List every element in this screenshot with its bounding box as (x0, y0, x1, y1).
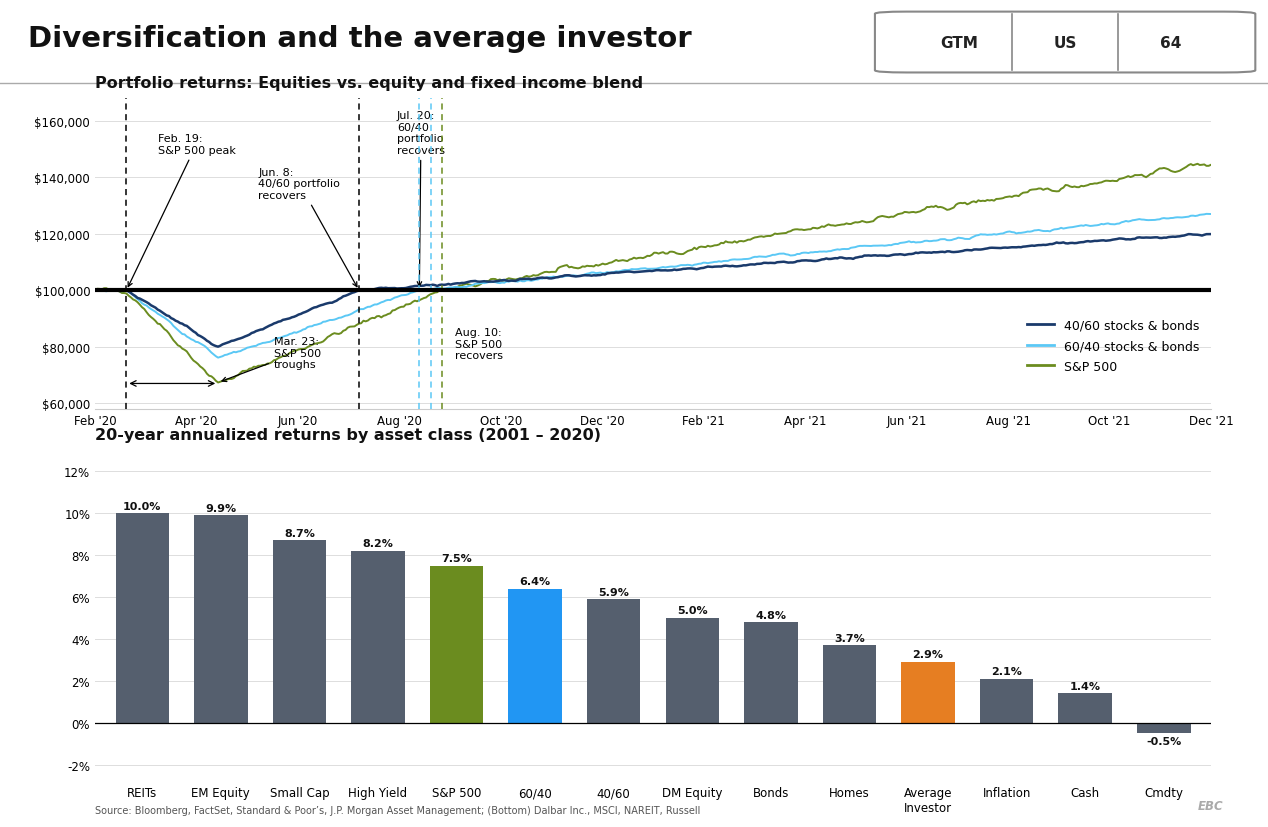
Text: 2.1%: 2.1% (992, 667, 1022, 676)
Text: -0.5%: -0.5% (1146, 737, 1182, 747)
Text: 64: 64 (1160, 36, 1182, 50)
Text: Feb. 19:
S&P 500 peak: Feb. 19: S&P 500 peak (128, 134, 236, 287)
Text: 1.4%: 1.4% (1070, 681, 1101, 691)
Bar (1137, 723, 1191, 734)
Text: Mar. 23:
S&P 500
troughs: Mar. 23: S&P 500 troughs (222, 337, 321, 382)
Text: GTM: GTM (941, 36, 979, 50)
Text: 10.0%: 10.0% (123, 501, 161, 511)
Text: 20-year annualized returns by asset class (2001 – 2020): 20-year annualized returns by asset clas… (95, 428, 601, 442)
Text: Jul. 20:
60/40
portfolio
recovers: Jul. 20: 60/40 portfolio recovers (397, 111, 445, 287)
Legend: 40/60 stocks & bonds, 60/40 stocks & bonds, S&P 500: 40/60 stocks & bonds, 60/40 stocks & bon… (1022, 314, 1205, 378)
Text: US: US (1054, 36, 1077, 50)
Text: 5.9%: 5.9% (598, 587, 629, 597)
FancyBboxPatch shape (875, 12, 1255, 74)
Bar (115, 514, 169, 723)
Text: EBC: EBC (1198, 799, 1224, 812)
Text: Diversification and the average investor: Diversification and the average investor (28, 25, 691, 53)
Bar (744, 623, 798, 723)
Text: Aug. 10:
S&P 500
recovers: Aug. 10: S&P 500 recovers (455, 327, 503, 361)
Bar (823, 645, 876, 723)
Text: 8.7%: 8.7% (284, 528, 314, 538)
Text: 7.5%: 7.5% (441, 553, 472, 563)
Text: 6.4%: 6.4% (520, 576, 550, 586)
Bar (902, 662, 955, 723)
Text: 2.9%: 2.9% (913, 650, 943, 660)
Text: 8.2%: 8.2% (363, 538, 393, 548)
Text: 5.0%: 5.0% (677, 605, 708, 615)
Bar (273, 541, 326, 723)
Text: Source: Bloomberg, FactSet, Standard & Poor’s, J.P. Morgan Asset Management; (Bo: Source: Bloomberg, FactSet, Standard & P… (95, 805, 700, 815)
Text: 9.9%: 9.9% (205, 503, 236, 513)
Text: 4.8%: 4.8% (756, 609, 786, 620)
Bar (666, 619, 719, 723)
Bar (351, 552, 404, 723)
Bar (587, 600, 640, 723)
Text: Portfolio returns: Equities vs. equity and fixed income blend: Portfolio returns: Equities vs. equity a… (95, 76, 643, 91)
Bar (1059, 694, 1112, 723)
Text: Jun. 8:
40/60 portfolio
recovers: Jun. 8: 40/60 portfolio recovers (259, 168, 356, 287)
Bar (508, 589, 562, 723)
Bar (430, 566, 483, 723)
Text: 3.7%: 3.7% (834, 633, 865, 643)
Bar (980, 679, 1033, 723)
Bar (194, 515, 247, 723)
